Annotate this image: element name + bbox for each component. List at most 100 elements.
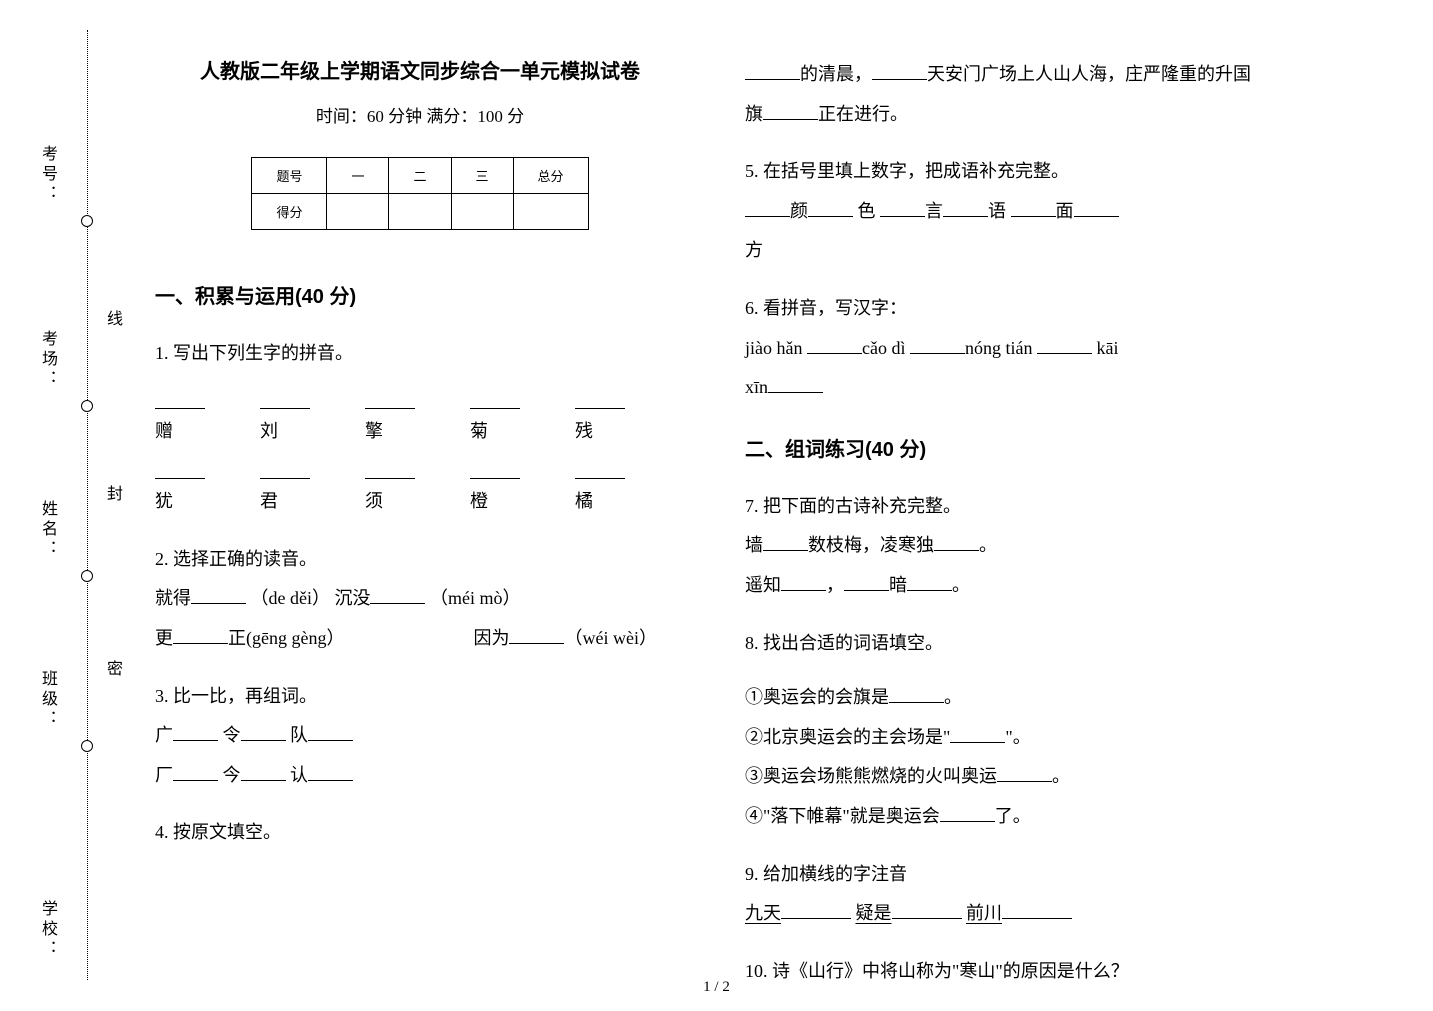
q2-l2d: （wéi wèi）: [564, 628, 656, 648]
question-4-content: 的清晨，天安门广场上人山人海，庄严隆重的升国 旗正在进行。: [745, 55, 1285, 134]
q3-char: 广: [155, 725, 173, 745]
char-label: 赠: [155, 421, 173, 441]
char-label: 擎: [365, 421, 383, 441]
blank: [173, 721, 218, 741]
section1-title: 一、积累与运用(40 分): [155, 280, 685, 309]
q2-l2b: 正(gēng gèng）: [228, 628, 344, 648]
blank: [1011, 197, 1056, 217]
q3-char: 认: [286, 765, 309, 785]
pinyin-blank: [470, 389, 520, 409]
blank: [745, 60, 800, 80]
blank: [907, 571, 952, 591]
score-cell: 得分: [252, 194, 327, 230]
binding-circle: [81, 570, 93, 582]
binding-label: 姓名：: [35, 500, 59, 560]
q2-l2c: 因为: [473, 628, 509, 648]
q4-c: 旗: [745, 104, 763, 124]
blank: [781, 571, 826, 591]
char-label: 橙: [470, 491, 488, 511]
char-item: 橙: [470, 459, 575, 522]
question-9: 9. 给加横线的字注音 九天 疑是 前川: [745, 855, 1285, 934]
score-cell: 三: [451, 158, 513, 194]
q7-2d: 。: [952, 575, 970, 595]
blank: [872, 60, 927, 80]
exam-title: 人教版二年级上学期语文同步综合一单元模拟试卷: [155, 55, 685, 84]
q6-d: kāi: [1092, 338, 1119, 358]
question-10: 10. 诗《山行》中将山称为"寒山"的原因是什么？: [745, 952, 1285, 992]
char-item: 犹: [155, 459, 260, 522]
binding-label: 班级：: [35, 670, 59, 730]
question-1: 1. 写出下列生字的拼音。 赠刘擎菊残 犹君须橙橘: [155, 334, 685, 522]
blank: [880, 197, 925, 217]
binding-char: 封: [100, 485, 124, 501]
content-area: 人教版二年级上学期语文同步综合一单元模拟试卷 时间：60 分钟 满分：100 分…: [155, 55, 1415, 1009]
q9-2: 疑是: [856, 903, 892, 923]
blank: [308, 761, 353, 781]
q5-p2: 言: [925, 201, 943, 221]
q5-p0: 颜: [790, 201, 808, 221]
q9-1: 九天: [745, 903, 781, 923]
char-item: 刘: [260, 389, 365, 452]
q2-text: 2. 选择正确的读音。: [155, 540, 685, 580]
q7-2c: 暗: [889, 575, 907, 595]
pinyin-blank: [575, 389, 625, 409]
char-item: 须: [365, 459, 470, 522]
blank: [173, 761, 218, 781]
q2-l2a: 更: [155, 628, 173, 648]
q4-text: 4. 按原文填空。: [155, 813, 685, 853]
q4-d: 正在进行。: [818, 104, 908, 124]
char-item: 赠: [155, 389, 260, 452]
q8-4b: 了。: [995, 806, 1031, 826]
score-cell: [451, 194, 513, 230]
left-column: 人教版二年级上学期语文同步综合一单元模拟试卷 时间：60 分钟 满分：100 分…: [155, 55, 720, 1009]
section2-title: 二、组词练习(40 分): [745, 433, 1285, 462]
q2-l1b: （de děi）: [251, 588, 330, 608]
blank: [943, 197, 988, 217]
binding-label: 考号：: [35, 145, 59, 205]
char-label: 刘: [260, 421, 278, 441]
char-item: 菊: [470, 389, 575, 452]
question-7: 7. 把下面的古诗补充完整。 墙数枝梅，凌寒独。 遥知，暗。: [745, 487, 1285, 606]
pinyin-blank: [470, 459, 520, 479]
char-item: 橘: [575, 459, 680, 522]
blank: [807, 334, 862, 354]
blank: [241, 721, 286, 741]
q8-1b: 。: [944, 687, 962, 707]
q5-p6: 方: [745, 240, 763, 260]
blank: [950, 723, 1005, 743]
pinyin-blank: [365, 459, 415, 479]
blank: [1002, 899, 1072, 919]
q7-1b: 数枝梅，凌寒独: [808, 535, 934, 555]
q7-2a: 遥知: [745, 575, 781, 595]
blank: [997, 762, 1052, 782]
blank: [1074, 197, 1119, 217]
char-label: 菊: [470, 421, 488, 441]
binding-circle: [81, 740, 93, 752]
score-cell: 二: [389, 158, 451, 194]
blank: [808, 197, 853, 217]
pinyin-blank: [365, 389, 415, 409]
blank: [768, 373, 823, 393]
blank: [781, 899, 851, 919]
q9-3: 前川: [966, 903, 1002, 923]
blank: [910, 334, 965, 354]
blank: [509, 624, 564, 644]
exam-subtitle: 时间：60 分钟 满分：100 分: [155, 102, 685, 127]
blank: [940, 802, 995, 822]
binding-label: 学校：: [35, 900, 59, 960]
blank: [844, 571, 889, 591]
q3-char: 今: [218, 765, 241, 785]
q8-2b: "。: [1005, 727, 1030, 747]
q1-text: 1. 写出下列生字的拼音。: [155, 334, 685, 374]
question-4: 4. 按原文填空。: [155, 813, 685, 853]
q10-text: 10. 诗《山行》中将山称为"寒山"的原因是什么？: [745, 952, 1285, 992]
q7-2b: ，: [826, 575, 844, 595]
q8-2a: ②北京奥运会的主会场是": [745, 727, 950, 747]
pinyin-blank: [260, 459, 310, 479]
question-8: 8. 找出合适的词语填空。 ①奥运会的会旗是。 ②北京奥运会的主会场是""。 ③…: [745, 624, 1285, 837]
q6-l2: xīn: [745, 377, 768, 397]
blank: [889, 683, 944, 703]
right-column: 的清晨，天安门广场上人山人海，庄严隆重的升国 旗正在进行。 5. 在括号里填上数…: [720, 55, 1285, 1009]
q7-1a: 墙: [745, 535, 763, 555]
q2-l1d: （méi mò）: [430, 588, 521, 608]
